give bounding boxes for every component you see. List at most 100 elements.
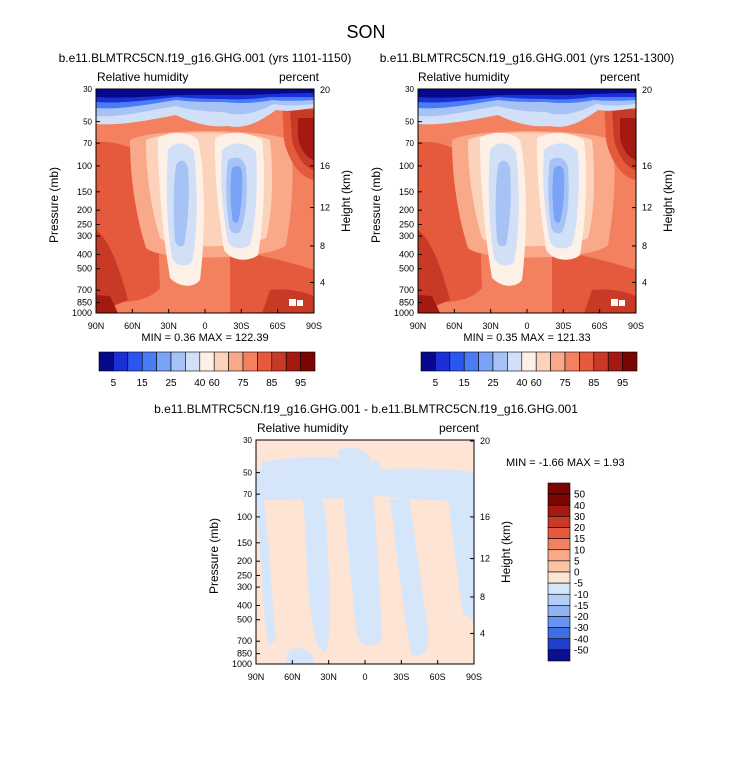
colorbar-label: 85 [266,378,278,389]
latitude-tick-label: 0 [202,321,207,331]
colorbar-swatch [98,351,114,372]
colorbar-label: 40 [516,378,528,389]
colorbar-label: 5 [111,378,117,389]
pressure-tick-label: 30 [243,436,252,445]
latitude-tick-label: 60S [430,672,446,682]
pressure-tick-label: 200 [77,205,92,215]
latitude-tick-label: 90N [88,321,105,331]
colorbar-label: 10 [574,545,586,556]
latitude-tick-label: 30S [233,321,249,331]
colorbar-label: 75 [237,378,249,389]
pressure-tick-label: 1000 [72,308,92,318]
colorbar-swatch [521,351,537,372]
colorbar-panel-1: 5 15 25 40 60 75 85 95 [98,351,316,389]
pressure-axis-label: Pressure (mb) [369,167,383,243]
latitude-tick-label: 30N [160,321,177,331]
height-tick-label: 12 [642,203,652,213]
colorbar-swatch [547,582,571,595]
colorbar-panel-2: 5 15 25 40 60 75 85 95 [420,351,638,389]
latitude-tick-label: 60S [592,321,608,331]
colorbar-swatch [156,351,172,372]
panel-3-subtitle: b.e11.BLMTRC5CN.f19_g16.GHG.001 - b.e11.… [154,402,578,416]
colorbar-label: 5 [433,378,439,389]
latitude-tick-label: 90S [466,672,482,682]
height-tick-label: 16 [642,161,652,171]
colorbar-label: -50 [574,645,589,656]
latitude-tick-label: 60N [446,321,463,331]
height-axis-label: Height (km) [499,521,513,583]
colorbar-swatch [547,504,571,517]
colorbar-label: -15 [574,601,589,612]
latitude-tick-label: 60N [124,321,141,331]
colorbar-swatch [271,351,287,372]
pressure-tick-label: 700 [237,636,252,646]
colorbar-label: 75 [559,378,571,389]
pressure-tick-label: 1000 [232,659,252,669]
panel-1-subtitle: b.e11.BLMTRC5CN.f19_g16.GHG.001 (yrs 110… [59,51,352,65]
latitude-tick-label: 90S [306,321,322,331]
colorbar-swatch [550,351,566,372]
colorbar-swatch [564,351,580,372]
height-tick-label: 20 [320,85,330,95]
colorbar-label: 60 [531,378,543,389]
colorbar-label: 25 [487,378,499,389]
latitude-tick-label: 30N [482,321,499,331]
pressure-tick-label: 250 [399,219,414,229]
height-tick-label: 4 [642,277,647,287]
colorbar-label: 15 [137,378,149,389]
pressure-axis-label: Pressure (mb) [207,518,221,594]
colorbar-label: 95 [295,378,307,389]
pressure-tick-label: 70 [83,139,92,148]
colorbar-swatch [607,351,623,372]
panel-1-field [96,89,314,313]
pressure-tick-label: 50 [243,469,252,478]
latitude-tick-label: 90S [628,321,644,331]
colorbar-swatch [492,351,508,372]
pressure-tick-label: 70 [243,490,252,499]
colorbar-label: 0 [574,568,580,579]
pressure-tick-label: 700 [77,285,92,295]
pressure-tick-label: 150 [399,187,414,197]
colorbar-label: 5 [574,556,580,567]
pressure-tick-label: 50 [405,118,414,127]
colorbar-label: -5 [574,579,583,590]
height-tick-label: 16 [320,161,330,171]
pressure-tick-label: 500 [77,264,92,274]
pressure-tick-label: 850 [399,298,414,308]
colorbar-label: 40 [574,501,586,512]
colorbar-swatch [420,351,436,372]
colorbar-label: 15 [459,378,471,389]
panel-2-variable-label: Relative humidity [418,70,509,84]
pressure-tick-label: 100 [77,161,92,171]
colorbar-swatch [257,351,273,372]
pressure-tick-label: 150 [77,187,92,197]
colorbar-swatch [579,351,595,372]
panel-1-variable-label: Relative humidity [97,70,188,84]
colorbar-swatch [463,351,479,372]
height-tick-label: 4 [320,277,325,287]
colorbar-label: 50 [574,490,586,501]
pressure-tick-label: 500 [237,615,252,625]
colorbar-swatch [547,516,571,528]
latitude-tick-label: 60N [284,672,301,682]
pressure-tick-label: 70 [405,139,414,148]
height-tick-label: 20 [642,85,652,95]
colorbar-swatch [170,351,186,372]
colorbar-swatch [242,351,258,372]
colorbar-swatch [547,616,571,628]
pressure-tick-label: 250 [237,570,252,580]
colorbar-swatch [199,351,215,372]
height-axis-label: Height (km) [339,170,353,232]
panel-2-stats: MIN = 0.35 MAX = 121.33 [463,332,590,344]
colorbar-swatch [213,351,229,372]
latitude-tick-label: 0 [362,672,367,682]
colorbar-label: 60 [209,378,221,389]
panel-3-units-label: percent [439,421,480,435]
figure-title: SON [346,22,385,42]
height-axis-label: Height (km) [661,170,675,232]
pressure-tick-label: 400 [77,249,92,259]
colorbar-swatch [547,638,571,651]
pressure-tick-label: 100 [237,512,252,522]
pressure-tick-label: 300 [237,582,252,592]
